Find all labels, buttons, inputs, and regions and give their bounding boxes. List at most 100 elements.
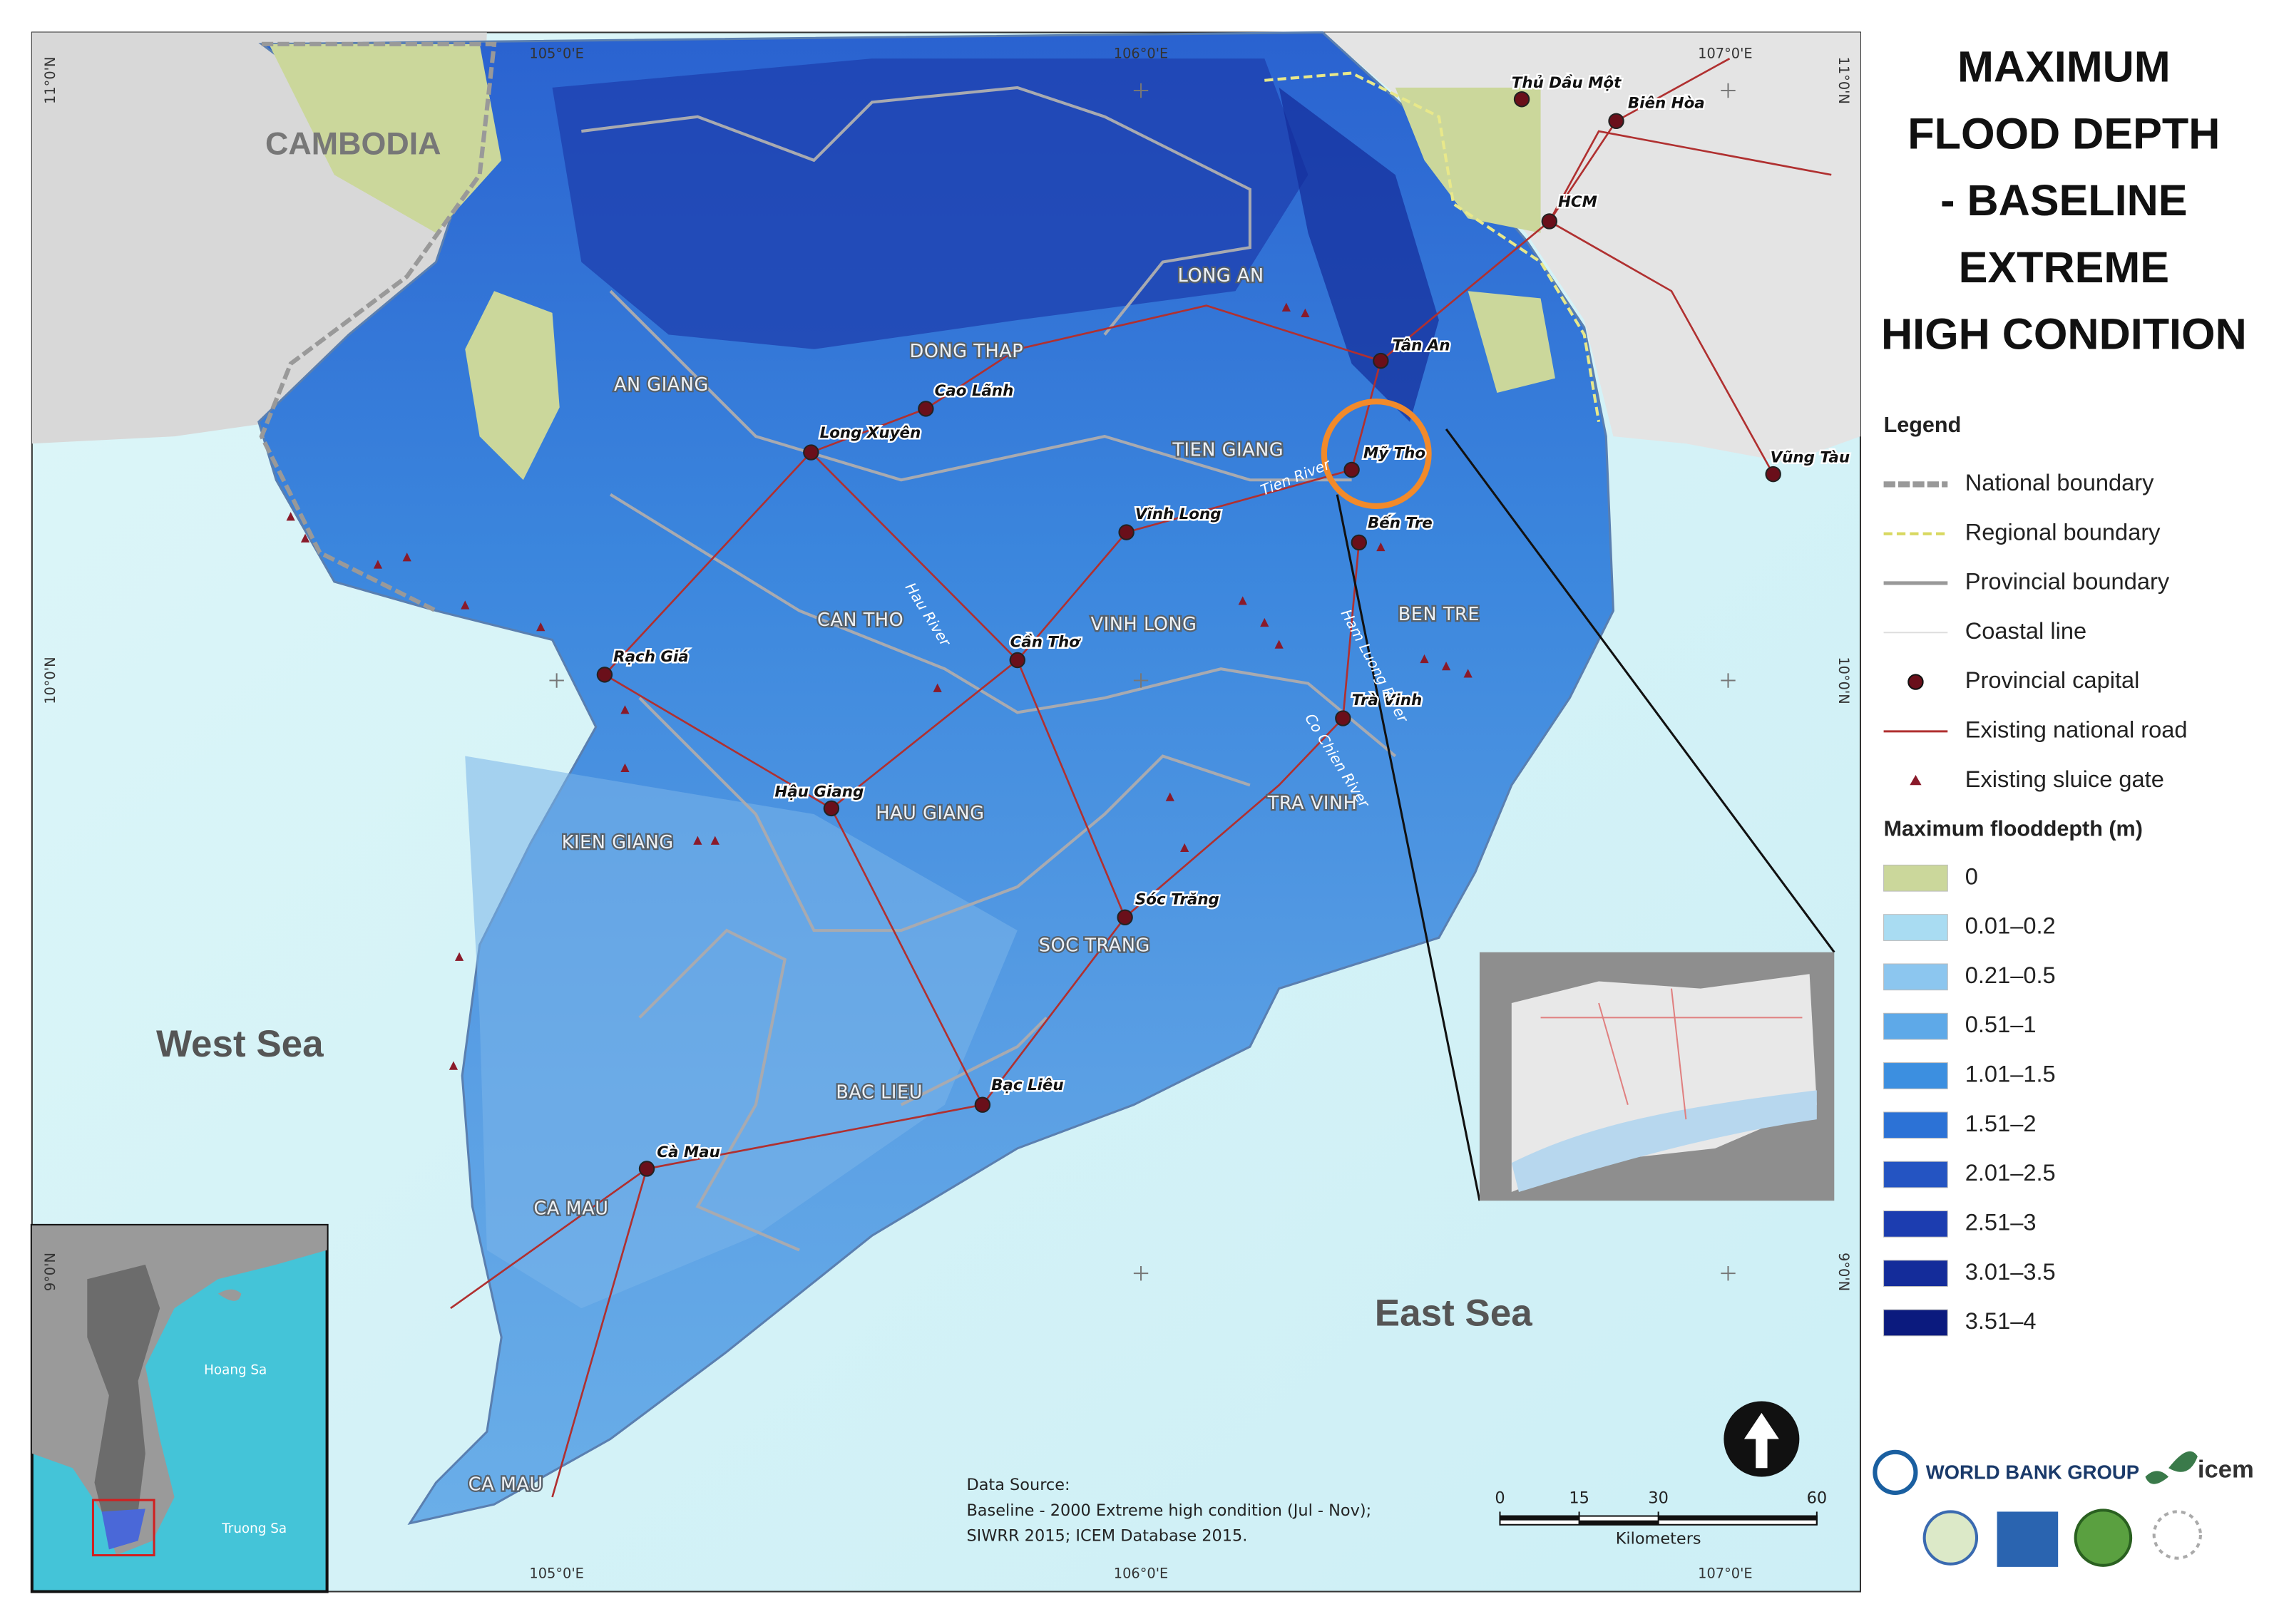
legend-class-label: 0.01–0.2	[1965, 913, 2056, 939]
province-label: TIEN GIANG	[1172, 439, 1284, 461]
north-arrow-symbol	[1743, 1412, 1779, 1469]
deep-flood-zone	[1279, 87, 1439, 422]
partner-logo	[1922, 1510, 1979, 1566]
provincial-capital	[1608, 113, 1624, 130]
coordinate-label: 10°0'N	[42, 657, 58, 704]
province-label: SOC TRANG	[1039, 935, 1150, 957]
legend-symbol	[1907, 674, 1924, 690]
capital-label: Bạc Liêu	[991, 1076, 1064, 1094]
legend-item: Provincial capital	[1965, 667, 2140, 693]
scale-unit: Kilometers	[1616, 1530, 1701, 1548]
legend-class-label: 2.01–2.5	[1965, 1159, 2056, 1186]
zoom-inset-river	[1511, 1090, 1817, 1193]
legend-symbol	[1910, 775, 1922, 786]
scale-bar-segment	[1658, 1516, 1817, 1521]
legend-class-label: 2.51–3	[1965, 1208, 2037, 1235]
legend-swatch	[1883, 914, 1948, 941]
coordinate-label: 105°0'E	[529, 46, 584, 62]
legend-item: Existing national road	[1965, 716, 2188, 742]
world-bank-logo	[1873, 1449, 1918, 1495]
north-arrow	[1724, 1401, 1800, 1477]
zoom-line	[1336, 494, 1481, 1201]
capital-label: Thủ Dầu Một	[1512, 74, 1622, 92]
data-source: SIWRR 2015; ICEM Database 2015.	[966, 1527, 1247, 1546]
partner-logo	[2152, 1510, 2202, 1560]
coordinate-label: 9°0'N	[42, 1253, 58, 1291]
province-label: CA MAU	[534, 1198, 609, 1219]
inset-label: Truong Sa	[221, 1521, 287, 1536]
zoom-line	[1445, 428, 1835, 953]
dry-area	[465, 291, 560, 480]
logo-text: icem	[2198, 1456, 2254, 1484]
deep-flood-zone	[552, 58, 1308, 349]
partner-logo	[1997, 1511, 2059, 1567]
capital-label: Cần Thơ	[1010, 634, 1082, 652]
icem-logo	[2145, 1451, 2198, 1484]
title-line: HIGH CONDITION	[1881, 310, 2247, 359]
title-line: - BASELINE	[1940, 176, 2187, 225]
sluice-gates	[286, 302, 1473, 1070]
legend-swatch	[1883, 1309, 1948, 1337]
province-label: LONG AN	[1178, 265, 1264, 287]
provincial-capital	[974, 1096, 991, 1113]
legend-swatch	[1883, 1161, 1948, 1188]
data-source: Data Source:	[966, 1476, 1070, 1494]
sea-label: West Sea	[156, 1023, 324, 1065]
zoom-inset	[1479, 952, 1835, 1201]
title-line: EXTREME	[1959, 243, 2169, 292]
sea-label: East Sea	[1375, 1292, 1532, 1334]
provincial-capital	[596, 667, 613, 683]
zoom-inset-roads	[1540, 988, 1803, 1120]
provincial-capital	[918, 401, 934, 417]
provincial-capital	[1373, 352, 1389, 369]
scale-tick-label: 0	[1495, 1489, 1505, 1508]
province-label: VINH LONG	[1091, 614, 1197, 635]
capital-label: Trà Vinh	[1352, 692, 1423, 709]
locator-island	[217, 1289, 242, 1301]
province-label: HAU GIANG	[876, 803, 984, 824]
legend-swatch	[1883, 1210, 1948, 1238]
provincial-capital	[1117, 909, 1133, 925]
legend-item: Existing sluice gate	[1965, 766, 2164, 792]
province-label: DONG THAP	[910, 341, 1024, 362]
provincial-capital	[803, 444, 819, 461]
legend-title: Legend	[1884, 413, 1962, 437]
coordinate-label: 10°0'N	[1835, 657, 1852, 704]
legend-swatch	[1883, 1111, 1948, 1139]
province-label: CAN THO	[817, 610, 903, 631]
scale-tick-label: 30	[1648, 1489, 1669, 1508]
legend-swatch	[1883, 1012, 1948, 1040]
scale-bar-segment	[1579, 1520, 1659, 1525]
title-line: MAXIMUM	[1957, 43, 2171, 91]
legend-class-label: 3.01–3.5	[1965, 1258, 2056, 1285]
regional-boundary	[1264, 71, 1601, 423]
provincial-capital	[1351, 534, 1367, 551]
coordinate-label: 107°0'E	[1698, 1566, 1753, 1582]
legend-class-label: 0.21–0.5	[1965, 962, 2056, 988]
graticule-crosses	[549, 83, 1736, 1281]
scale-tick-label: 60	[1807, 1489, 1828, 1508]
provincial-capital	[1513, 91, 1530, 108]
provincial-boundaries	[581, 86, 1397, 1252]
capital-label: Hậu Giang	[774, 783, 864, 801]
locator-extent	[91, 1499, 155, 1557]
provincial-capital	[1118, 524, 1135, 540]
dry-area	[269, 43, 502, 233]
zoom-highlight	[1321, 399, 1432, 510]
inset-label: Hoang Sa	[204, 1363, 267, 1378]
capital-label: Biên Hòa	[1628, 94, 1705, 112]
legend-swatch	[1883, 1260, 1948, 1288]
coordinate-label: 106°0'E	[1114, 46, 1169, 62]
national-boundary	[259, 41, 497, 613]
province-label: AN GIANG	[614, 374, 709, 396]
locator-inset	[30, 1223, 329, 1593]
provincial-capital	[1343, 461, 1360, 478]
coordinate-label: 11°0'N	[42, 57, 58, 104]
legend-depth-title: Maximum flooddepth (m)	[1884, 817, 2143, 841]
province-label: BAC LIEU	[836, 1081, 923, 1103]
capital-label: Vĩnh Long	[1135, 505, 1222, 523]
province-label: KIEN GIANG	[562, 832, 674, 853]
coordinate-label: 106°0'E	[1114, 1566, 1169, 1582]
capital-label: HCM	[1558, 193, 1597, 211]
